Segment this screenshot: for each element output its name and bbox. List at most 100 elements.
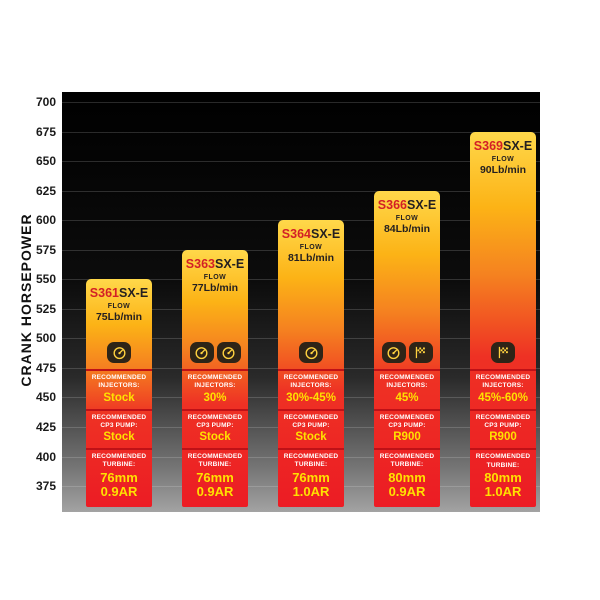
injectors-label: RECOMMENDED INJECTORS: [283,374,339,390]
cp3-value: Stock [199,431,231,444]
turbo-bar: S363SX-E FLOW 77Lb/min RECOMMENDED INJEC… [182,249,248,507]
cp3-section: RECOMMENDED CP3 PUMP: Stock [278,408,344,449]
turbine-section: RECOMMENDED TURBINE: 80mm 1.0AR [470,448,536,503]
flow-value: 84Lb/min [383,222,431,235]
cp3-label: RECOMMENDED CP3 PUMP: [475,413,531,429]
gridline [62,131,540,133]
turbo-bar: S366SX-E FLOW 84Lb/min RECOMMENDED INJEC… [374,190,440,507]
turbine-section: RECOMMENDED TURBINE: 76mm 1.0AR [278,448,344,503]
gauge-icon [381,342,406,364]
flag-icon [408,342,433,364]
gridline [62,190,540,192]
y-axis-tick-label: 375 [35,479,56,493]
turbine-label: RECOMMENDED TURBINE: [187,453,243,469]
model-prefix: S366 [377,197,407,212]
turbine-label: RECOMMENDED TURBINE: [283,453,339,469]
turbine-section: RECOMMENDED TURBINE: 80mm 0.9AR [374,448,440,503]
turbo-bar: S361SX-E FLOW 75Lb/min RECOMMENDED INJEC… [86,279,152,507]
injectors-value: Stock [103,391,135,404]
turbine-label: RECOMMENDED TURBINE: [379,453,435,469]
turbine-label: RECOMMENDED TURBINE: [475,453,531,469]
injectors-label: RECOMMENDED INJECTORS: [187,374,243,390]
model-prefix: S361 [89,286,119,301]
icons-row [182,339,248,369]
gauge-icon [107,342,131,364]
y-axis-tick-label: 500 [35,331,56,346]
bar-spacer [278,264,344,339]
injectors-value: 45%-60% [478,391,528,404]
cp3-label: RECOMMENDED CP3 PUMP: [187,413,243,429]
flow-label: FLOW [203,273,227,281]
icons-row [86,339,152,369]
bar-spacer [86,323,152,339]
cp3-value: R900 [393,431,421,444]
gauge-icon [299,342,323,364]
injectors-label: RECOMMENDED INJECTORS: [91,374,147,390]
turbine-value: 80mm 1.0AR [484,469,522,499]
model-suffix: SX-E [215,256,245,271]
y-axis-tick-label: 675 [35,124,56,139]
cp3-label: RECOMMENDED CP3 PUMP: [91,413,147,429]
cp3-value: R900 [489,431,517,444]
y-axis-tick-label: 575 [35,242,56,257]
icons-row [470,339,536,369]
bar-spacer [374,235,440,339]
bar-spacer [470,176,536,340]
y-axis-tick-label: 425 [35,419,56,434]
y-axis-tick-label: 650 [35,154,56,169]
cp3-section: RECOMMENDED CP3 PUMP: Stock [182,408,248,449]
turbo-bar: S369SX-E FLOW 90Lb/min RECOMMENDED INJEC… [470,131,536,507]
injectors-label: RECOMMENDED INJECTORS: [379,374,435,390]
model-prefix: S364 [281,227,311,242]
turbine-value: 76mm 0.9AR [100,469,138,499]
y-axis-tick-label: 450 [35,390,56,405]
y-axis-tick-label: 625 [35,183,56,198]
model-name: S363SX-E [182,250,248,271]
turbine-value: 76mm 0.9AR [196,469,234,499]
bar-spacer [182,294,248,339]
injectors-label: RECOMMENDED INJECTORS: [475,374,531,390]
flow-label: FLOW [491,155,515,163]
injectors-section: RECOMMENDED INJECTORS: 45%-60% [470,369,536,409]
gauge-icon [216,342,241,364]
gridline [62,102,540,103]
flow-value: 75Lb/min [95,311,143,324]
cp3-label: RECOMMENDED CP3 PUMP: [379,413,435,429]
model-suffix: SX-E [407,197,437,212]
model-suffix: SX-E [311,227,341,242]
model-suffix: SX-E [119,286,149,301]
turbine-section: RECOMMENDED TURBINE: 76mm 0.9AR [182,448,248,503]
injectors-value: 30% [203,391,227,404]
cp3-label: RECOMMENDED CP3 PUMP: [283,413,339,429]
gauge-icon [189,342,214,364]
turbine-label: RECOMMENDED TURBINE: [91,453,147,469]
y-axis-tick-label: 550 [35,272,56,287]
y-axis-tick-label: 400 [35,449,56,464]
injectors-section: RECOMMENDED INJECTORS: 30% [182,369,248,409]
injectors-section: RECOMMENDED INJECTORS: 45% [374,369,440,409]
flow-value: 90Lb/min [479,163,527,176]
flow-value: 81Lb/min [287,252,335,265]
cp3-value: Stock [103,431,135,444]
cp3-value: Stock [295,431,327,444]
injectors-value: 45% [395,391,419,404]
model-suffix: SX-E [503,138,533,153]
model-name: S369SX-E [470,132,536,153]
model-name: S361SX-E [86,279,152,300]
flow-label: FLOW [299,244,323,252]
injectors-value: 30%-45% [286,391,336,404]
y-axis-tick-label: 600 [35,213,56,228]
gridline [62,161,540,163]
turbine-value: 80mm 0.9AR [388,469,426,499]
model-prefix: S369 [473,138,503,153]
y-axis-tick-label: 700 [35,95,56,109]
model-name: S366SX-E [374,191,440,212]
injectors-section: RECOMMENDED INJECTORS: Stock [86,369,152,409]
turbine-section: RECOMMENDED TURBINE: 76mm 0.9AR [86,448,152,503]
chart-plot-area: S361SX-E FLOW 75Lb/min RECOMMENDED INJEC… [62,92,540,512]
flow-label: FLOW [395,214,419,222]
flow-value: 77Lb/min [191,281,239,294]
model-prefix: S363 [185,256,215,271]
icons-row [374,339,440,369]
cp3-section: RECOMMENDED CP3 PUMP: Stock [86,408,152,449]
